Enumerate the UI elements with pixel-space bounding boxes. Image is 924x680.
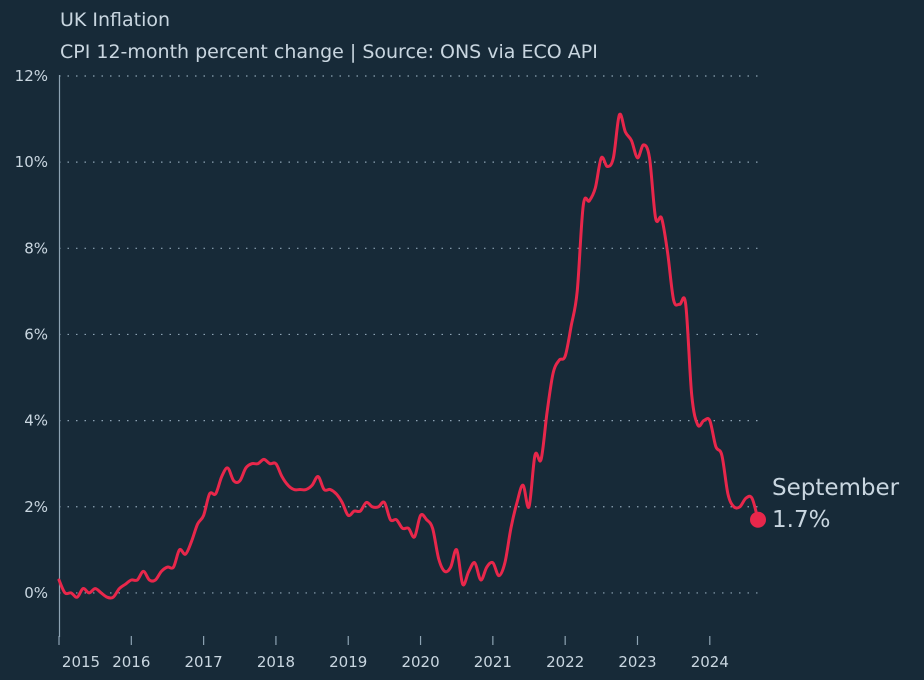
x-tick-label: 2021: [474, 653, 512, 671]
x-axis-ticks: 2015 2016 2017 2018 2019 2020 2021 2022 2023 2024: [58, 636, 729, 671]
y-axis-ticks: 0% 2% 4% 6% 8% 10% 12%: [15, 67, 48, 602]
x-tick-label: 2015: [62, 653, 100, 671]
y-tick-label: 6%: [24, 325, 48, 343]
latest-value-marker: [750, 511, 766, 528]
y-tick-label: 0%: [24, 584, 48, 602]
y-tick-label: 4%: [24, 412, 48, 430]
x-tick-label: 2017: [185, 653, 223, 671]
latest-month-label: September: [772, 475, 900, 501]
x-tick-label: 2018: [257, 653, 295, 671]
x-tick-label: 2023: [618, 653, 656, 671]
chart-subtitle: CPI 12-month percent change | Source: ON…: [60, 41, 598, 63]
x-tick-label: 2020: [401, 653, 439, 671]
y-tick-label: 8%: [24, 239, 48, 257]
chart-title: UK Inflation: [60, 9, 171, 31]
gridlines: [59, 75, 758, 594]
y-tick-label: 2%: [24, 498, 48, 516]
x-tick-label: 2016: [112, 653, 150, 671]
x-tick-label: 2022: [546, 653, 584, 671]
y-tick-label: 10%: [15, 153, 48, 171]
x-tick-label: 2024: [691, 653, 729, 671]
cpi-series-line: [57, 112, 760, 600]
latest-value-label: 1.7%: [772, 507, 830, 533]
x-tick-label: 2019: [329, 653, 367, 671]
y-tick-label: 12%: [15, 67, 48, 85]
